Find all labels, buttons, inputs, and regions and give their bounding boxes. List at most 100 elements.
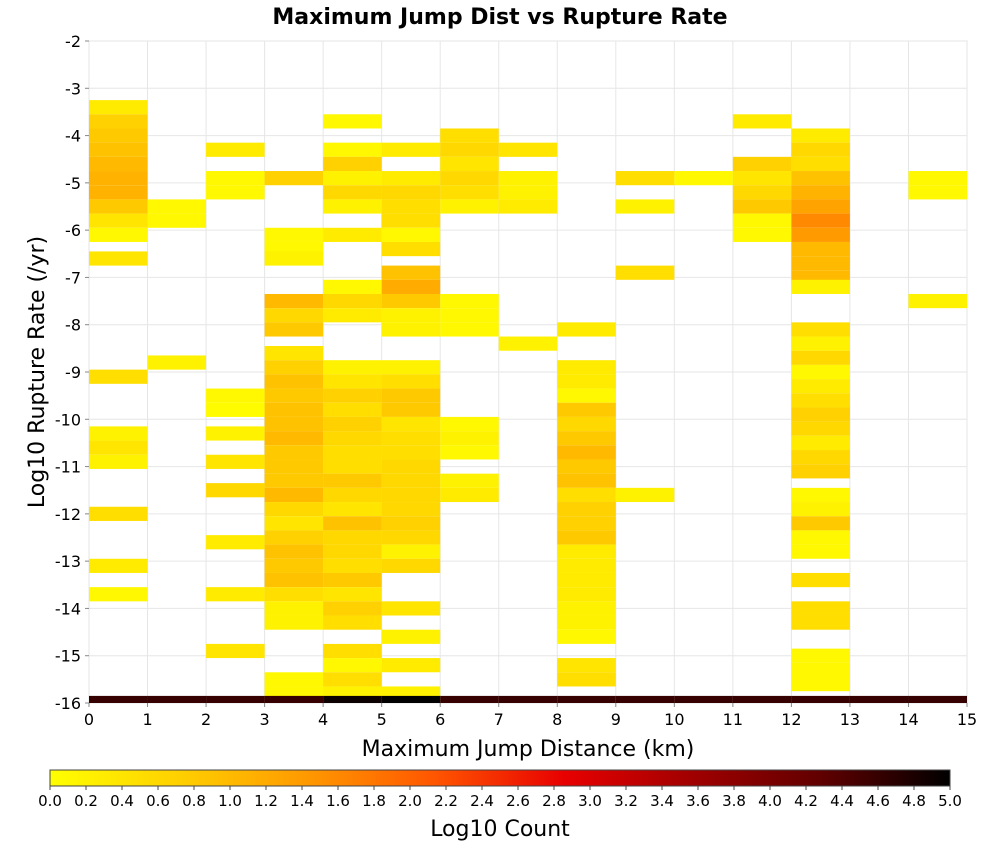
heatmap-cell [381,544,441,559]
heatmap-cell [89,128,148,143]
heatmap-cell [791,530,850,545]
heatmap-cell [557,445,616,460]
heatmap-cell [498,199,558,214]
heatmap-cell [557,360,616,375]
y-tick-label: -15 [55,647,81,666]
heatmap-cell [323,185,382,200]
heatmap-cell [615,171,675,186]
heatmap-cell [206,535,265,550]
heatmap-cell [381,502,441,517]
x-tick-label: 11 [723,710,743,729]
heatmap-cell [791,435,850,451]
heatmap-cell [89,426,148,441]
heatmap-cell [89,213,148,228]
heatmap-cell [791,256,850,271]
heatmap-cell [440,445,499,460]
heatmap-cell [89,185,148,200]
colorbar-tick-label: 2.8 [542,792,566,810]
x-tick-label: 0 [84,710,94,729]
heatmap-cell [732,185,792,200]
heatmap-cell [791,516,850,531]
heatmap-cell [732,156,792,172]
heatmap-cell [206,388,265,403]
y-tick-label: -5 [65,174,81,193]
heatmap-cell [732,213,792,228]
heatmap-cell [264,416,324,432]
heatmap-cell [791,142,850,157]
heatmap-cell [615,199,675,214]
colorbar-tick-label: 3.2 [614,792,638,810]
y-tick-label: -8 [65,316,81,335]
heatmap-cell [557,388,616,403]
heatmap-cell [264,502,324,517]
heatmap-cell [323,502,382,517]
heatmap-cell [557,658,616,673]
heatmap-cell [557,558,616,573]
heatmap-cell [791,676,850,692]
heatmap-cell [264,308,324,323]
heatmap-cell [264,374,324,389]
heatmap-cell [615,265,675,280]
heatmap-cell [440,416,499,432]
heatmap-cell [381,199,441,214]
heatmap-cell [323,643,382,659]
heatmap-cell [791,393,850,408]
colorbar-tick-label: 4.4 [830,792,854,810]
heatmap-cell [440,199,499,214]
band-cell [557,695,616,703]
heatmap-cell [440,308,499,323]
heatmap-cell [381,241,441,257]
heatmap-cell [791,464,850,479]
y-axis-label: Log10 Rupture Rate (/yr) [25,236,50,508]
heatmap-cell [89,227,148,242]
heatmap-cell [557,322,616,337]
heatmap-cell [264,322,324,337]
colorbar-label: Log10 Count [430,817,570,842]
heatmap-cell [264,402,324,417]
heatmap-cell [323,374,382,389]
y-tick-label: -14 [55,599,81,618]
heatmap-cell [791,128,850,143]
heatmap-cell [908,185,967,200]
x-tick-label: 7 [494,710,504,729]
band-cell [206,695,265,703]
heatmap-cell [264,587,324,602]
heatmap-cell [323,487,382,503]
y-tick-label: -12 [55,505,81,524]
heatmap-cell [323,171,382,186]
heatmap-cell [89,587,148,602]
heatmap-cell [381,227,441,242]
heatmap-cell [791,421,850,436]
heatmap-cell [323,530,382,545]
heatmap-cell [264,615,324,630]
heatmap-cell [381,265,441,280]
heatmap-cell [791,364,850,380]
heatmap-cell [89,171,148,186]
y-tick-label: -3 [65,79,81,98]
heatmap-cell [323,308,382,323]
band-cell [674,695,733,703]
heatmap-cell [323,459,382,474]
heatmap-cell [89,506,148,521]
heatmap-cell [323,416,382,432]
heatmap-cell [557,672,616,687]
heatmap-cell [381,530,441,545]
band-cell [147,695,207,703]
heatmap-cell [557,516,616,531]
band-cell [323,695,382,703]
heatmap-cell [381,459,441,474]
colorbar-tick-label: 4.8 [902,792,926,810]
heatmap-cell [206,142,265,157]
heatmap-cell [557,502,616,517]
heatmap-cell [557,601,616,616]
heatmap-cell [381,213,441,228]
heatmap-cell [264,459,324,474]
heatmap-cell [89,454,148,469]
heatmap-cell [264,171,324,186]
heatmap-cell [147,199,207,214]
heatmap-cell [557,459,616,474]
heatmap-cell [206,483,265,498]
heatmap-cell [674,171,733,186]
heatmap-cell [323,587,382,602]
bottom-band [89,695,967,703]
